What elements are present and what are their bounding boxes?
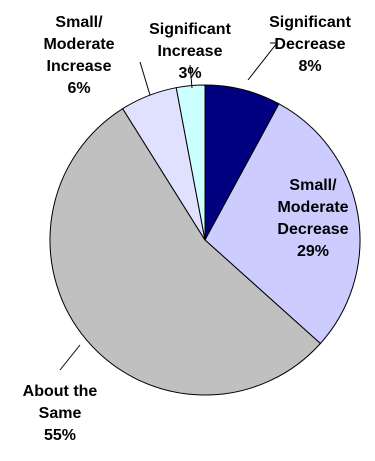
slice-label: Significant Decrease 8% <box>269 14 351 75</box>
leader-line <box>189 64 193 89</box>
slice-value-label: 6% <box>67 80 90 97</box>
slice-value-label: 29% <box>297 243 329 260</box>
slice-name-line: Small/ <box>55 14 103 31</box>
slice-name-line: Increase <box>158 43 223 60</box>
slice-value-label: 55% <box>44 427 76 444</box>
slice-name-line: Significant <box>149 21 231 38</box>
slice-name-line: Moderate <box>43 36 114 53</box>
slice-name-line: About the <box>23 383 98 400</box>
slice-label: Significant Increase 3% <box>149 21 231 82</box>
slice-value-label: 8% <box>298 58 321 75</box>
leader-line <box>59 344 81 371</box>
slice-labels: Significant Decrease 8% Small/Moderate Decre… <box>23 14 352 444</box>
pie-slice <box>204 103 361 345</box>
leader-line <box>139 61 151 96</box>
slice-name-line: Same <box>39 405 82 422</box>
slice-name-line: Small/ <box>289 177 337 194</box>
slice-value-label: 3% <box>178 65 201 82</box>
slice-name-line: Decrease <box>277 221 348 238</box>
slice-name-line: Significant <box>269 14 351 31</box>
slice-name-line: Decrease <box>274 36 345 53</box>
pie-slices <box>49 84 361 396</box>
slice-label: Small/Moderate Decrease 29% <box>277 177 348 260</box>
slice-name-line: Increase <box>47 58 112 75</box>
leader-lines <box>59 42 279 371</box>
pie-slice <box>49 107 322 396</box>
leader-line <box>247 42 279 81</box>
slice-label: About the Same 55% <box>23 383 98 444</box>
slice-name-line: Moderate <box>277 199 348 216</box>
pie-slice <box>175 84 206 241</box>
slice-label: Small/Moderate Increase 6% <box>43 14 114 97</box>
